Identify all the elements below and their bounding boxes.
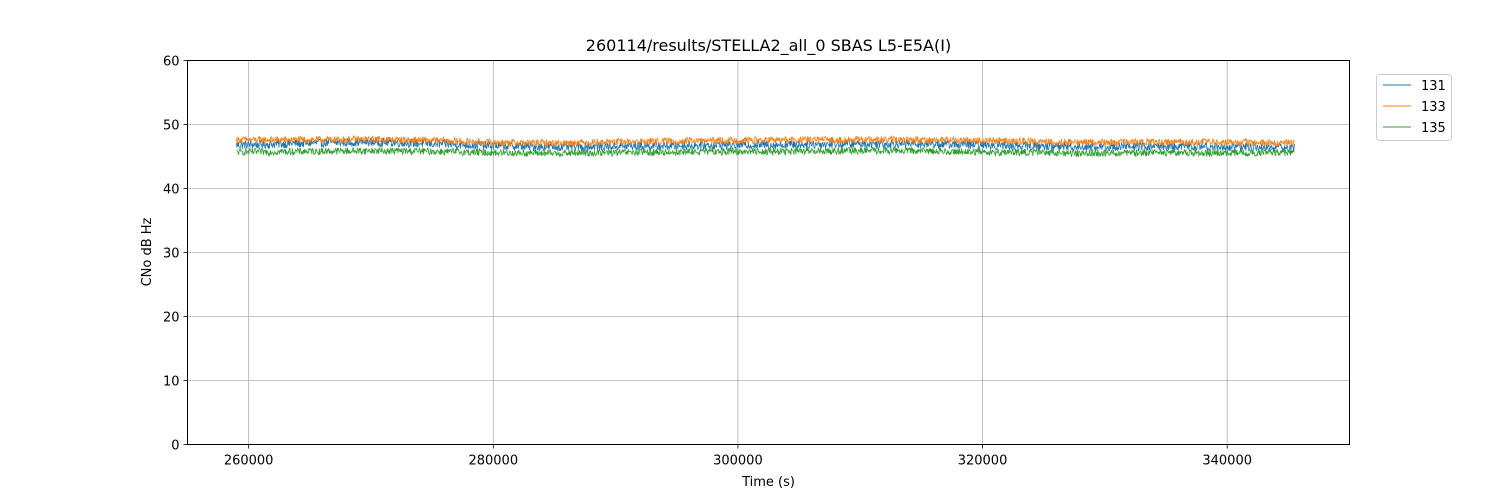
legend-box: [1376, 74, 1452, 141]
series-line-133: [236, 134, 1295, 149]
legend-label: 133: [1421, 100, 1446, 115]
series-line-131: [236, 137, 1295, 153]
y-tick-label: 20: [163, 311, 180, 326]
y-axis-label: CNo dB Hz: [140, 217, 155, 286]
grid-lines: [187, 60, 1350, 445]
x-axis-ticks: 260000 280000 300000 320000 340000: [224, 444, 1252, 469]
x-tick-label: 260000: [224, 454, 274, 469]
x-axis-label: Time (s): [741, 475, 795, 490]
x-tick-label: 320000: [958, 454, 1008, 469]
legend-label: 131: [1421, 79, 1446, 94]
y-tick-label: 0: [171, 439, 179, 454]
y-tick-label: 60: [163, 55, 180, 70]
chart-title: 260114/results/STELLA2_all_0 SBAS L5-E5A…: [586, 36, 951, 56]
x-tick-label: 300000: [713, 454, 763, 469]
series-line-135: [236, 146, 1295, 159]
y-tick-label: 40: [163, 183, 180, 198]
x-tick-label: 280000: [468, 454, 518, 469]
legend: 131 133 135: [1376, 74, 1452, 141]
x-tick-label: 340000: [1202, 454, 1252, 469]
y-axis-ticks: 0 10 20 30 40 50 60: [163, 55, 188, 454]
plot-series: [236, 134, 1295, 159]
y-tick-label: 50: [163, 119, 180, 134]
y-tick-label: 30: [163, 247, 180, 262]
y-tick-label: 10: [163, 375, 180, 390]
legend-label: 135: [1421, 121, 1446, 136]
